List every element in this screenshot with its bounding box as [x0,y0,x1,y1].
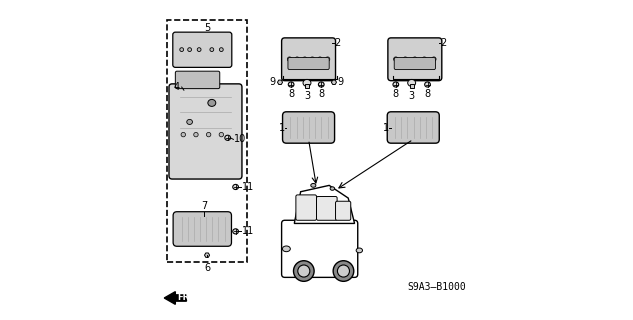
Text: FR.: FR. [178,293,193,302]
Text: 8: 8 [392,89,399,99]
Ellipse shape [337,265,349,277]
Ellipse shape [356,248,363,253]
FancyBboxPatch shape [296,195,316,220]
FancyBboxPatch shape [388,38,442,81]
FancyBboxPatch shape [173,212,232,246]
Ellipse shape [432,57,436,61]
Text: 8: 8 [318,89,324,99]
Ellipse shape [422,57,427,61]
Ellipse shape [413,57,417,61]
Ellipse shape [298,265,310,277]
Text: 5: 5 [204,23,210,33]
Ellipse shape [287,57,292,61]
Ellipse shape [180,48,184,52]
FancyBboxPatch shape [173,32,232,68]
Text: 4: 4 [173,82,180,92]
Text: 2: 2 [334,38,340,48]
Ellipse shape [333,261,354,281]
Text: 10: 10 [234,134,246,144]
FancyBboxPatch shape [169,84,242,179]
Text: 11: 11 [242,226,254,236]
FancyBboxPatch shape [282,112,335,143]
Ellipse shape [219,132,223,137]
Ellipse shape [425,82,430,87]
Polygon shape [204,253,210,257]
Ellipse shape [188,48,192,52]
Text: 3: 3 [304,91,310,101]
FancyBboxPatch shape [282,38,335,81]
Ellipse shape [288,82,294,87]
Text: 8: 8 [425,89,430,99]
Ellipse shape [318,82,324,87]
Polygon shape [277,80,282,84]
Ellipse shape [310,57,315,61]
Ellipse shape [393,82,399,87]
Ellipse shape [311,183,316,187]
Ellipse shape [325,57,330,61]
FancyBboxPatch shape [387,112,439,143]
Text: 7: 7 [201,201,207,211]
Ellipse shape [208,100,216,106]
Text: 9: 9 [337,77,343,87]
Polygon shape [181,88,187,93]
Ellipse shape [295,57,299,61]
Ellipse shape [233,229,239,234]
Bar [410,84,413,88]
Ellipse shape [233,184,239,189]
Text: 11: 11 [242,182,254,192]
Polygon shape [332,80,337,84]
Ellipse shape [220,48,223,52]
Ellipse shape [187,119,192,124]
Ellipse shape [181,132,185,137]
Text: 9: 9 [269,77,275,87]
FancyBboxPatch shape [394,58,436,69]
Text: 2: 2 [440,38,446,48]
Ellipse shape [303,57,307,61]
Text: S9A3–B1000: S9A3–B1000 [408,282,467,292]
Ellipse shape [194,132,198,137]
Ellipse shape [206,132,211,137]
Ellipse shape [303,79,311,86]
Text: 1: 1 [279,123,285,133]
Polygon shape [164,292,187,304]
Text: 1: 1 [384,123,389,133]
Ellipse shape [282,246,291,252]
Ellipse shape [330,187,335,190]
Text: 3: 3 [409,91,415,101]
Ellipse shape [210,48,214,52]
Ellipse shape [318,57,322,61]
Bar [167,20,247,261]
FancyBboxPatch shape [175,71,220,89]
FancyBboxPatch shape [335,201,351,220]
Ellipse shape [294,261,314,281]
Polygon shape [294,185,354,223]
FancyBboxPatch shape [316,196,337,220]
Ellipse shape [394,57,398,61]
Ellipse shape [408,79,416,86]
FancyBboxPatch shape [282,220,358,277]
Ellipse shape [225,135,230,140]
Text: 8: 8 [288,89,294,99]
FancyBboxPatch shape [288,58,329,69]
Bar [305,84,309,88]
Ellipse shape [403,57,408,61]
Text: 6: 6 [204,263,210,273]
Ellipse shape [197,48,201,52]
